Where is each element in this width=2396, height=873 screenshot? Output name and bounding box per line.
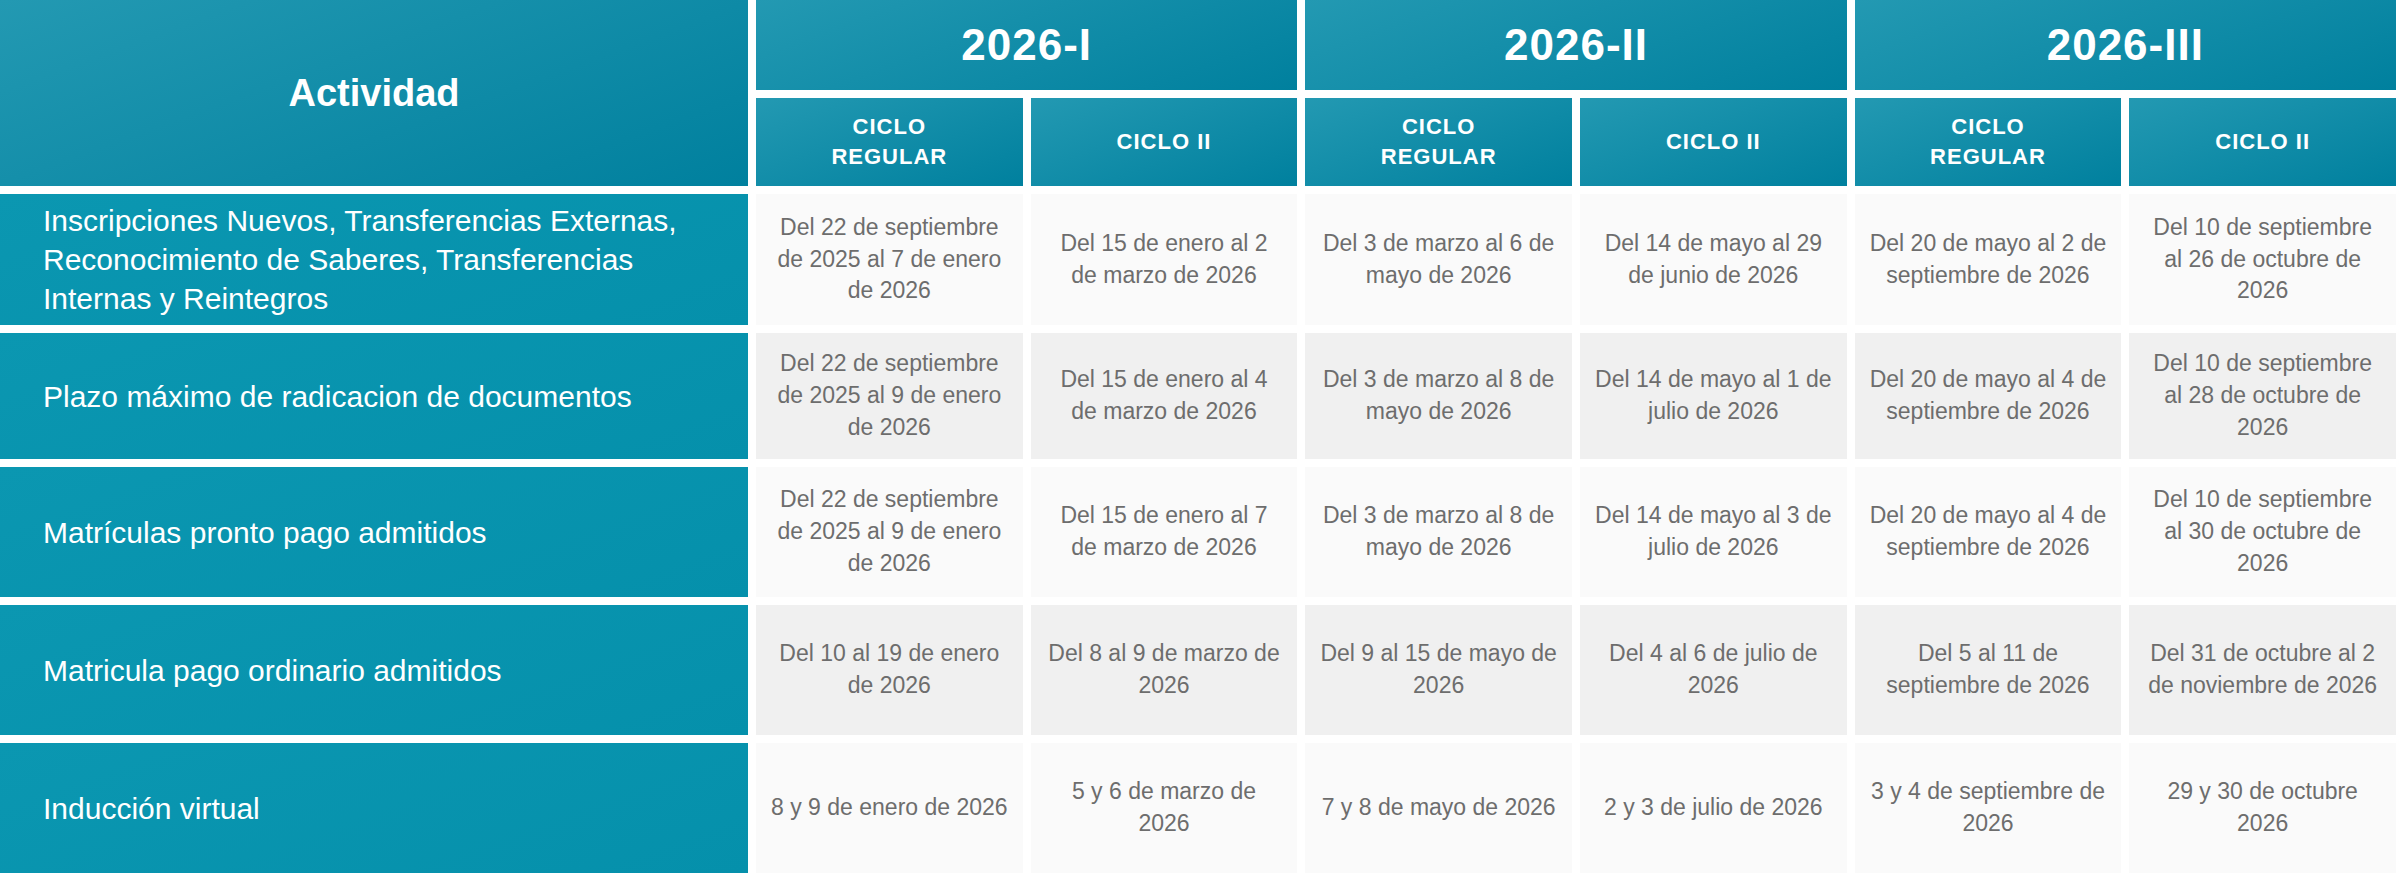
date-cell: Del 8 al 9 de marzo de 2026 — [1031, 605, 1298, 735]
term-header-2026-iii: 2026-III — [1855, 0, 2396, 90]
date-cell: Del 14 de mayo al 29 de junio de 2026 — [1580, 194, 1847, 325]
date-cell: Del 10 de septiembre al 26 de octubre de… — [2129, 194, 2396, 325]
date-cell: Del 22 de septiembre de 2025 al 9 de ene… — [756, 333, 1023, 459]
subheader-ciclo-regular-3: CICLO REGULAR — [1855, 98, 2122, 186]
date-cell: Del 15 de enero al 7 de marzo de 2026 — [1031, 467, 1298, 597]
date-cell: Del 15 de enero al 4 de marzo de 2026 — [1031, 333, 1298, 459]
date-cell: Del 10 de septiembre al 30 de octubre de… — [2129, 467, 2396, 597]
date-cell: Del 3 de marzo al 6 de mayo de 2026 — [1305, 194, 1572, 325]
date-cell: 2 y 3 de julio de 2026 — [1580, 743, 1847, 873]
academic-calendar-table: Actividad 2026-I 2026-II 2026-III CICLO … — [0, 0, 2396, 873]
date-cell: Del 3 de marzo al 8 de mayo de 2026 — [1305, 467, 1572, 597]
date-cell: Del 3 de marzo al 8 de mayo de 2026 — [1305, 333, 1572, 459]
date-cell: 5 y 6 de marzo de 2026 — [1031, 743, 1298, 873]
subheader-ciclo-ii-1: CICLO II — [1031, 98, 1298, 186]
activity-cell-plazo-radicacion: Plazo máximo de radicacion de documentos — [0, 333, 748, 459]
term-header-2026-ii: 2026-II — [1305, 0, 1846, 90]
date-cell: 8 y 9 de enero de 2026 — [756, 743, 1023, 873]
date-cell: Del 10 de septiembre al 28 de octubre de… — [2129, 333, 2396, 459]
term-header-2026-i: 2026-I — [756, 0, 1297, 90]
date-cell: Del 4 al 6 de julio de 2026 — [1580, 605, 1847, 735]
date-cell: Del 9 al 15 de mayo de 2026 — [1305, 605, 1572, 735]
date-cell: Del 20 de mayo al 2 de septiembre de 202… — [1855, 194, 2122, 325]
date-cell: Del 31 de octubre al 2 de noviembre de 2… — [2129, 605, 2396, 735]
date-cell: Del 20 de mayo al 4 de septiembre de 202… — [1855, 467, 2122, 597]
date-cell: Del 5 al 11 de septiembre de 2026 — [1855, 605, 2122, 735]
date-cell: Del 22 de septiembre de 2025 al 9 de ene… — [756, 467, 1023, 597]
date-cell: 29 y 30 de octubre 2026 — [2129, 743, 2396, 873]
activity-cell-matricula-pago-ordinario: Matricula pago ordinario admitidos — [0, 605, 748, 735]
date-cell: Del 20 de mayo al 4 de septiembre de 202… — [1855, 333, 2122, 459]
date-cell: Del 14 de mayo al 1 de julio de 2026 — [1580, 333, 1847, 459]
date-cell: Del 14 de mayo al 3 de julio de 2026 — [1580, 467, 1847, 597]
subheader-ciclo-ii-3: CICLO II — [2129, 98, 2396, 186]
subheader-ciclo-ii-2: CICLO II — [1580, 98, 1847, 186]
date-cell: Del 15 de enero al 2 de marzo de 2026 — [1031, 194, 1298, 325]
subheader-ciclo-regular-2: CICLO REGULAR — [1305, 98, 1572, 186]
activity-column-header: Actividad — [0, 0, 748, 186]
activity-cell-induccion-virtual: Inducción virtual — [0, 743, 748, 873]
activity-cell-matriculas-pronto-pago: Matrículas pronto pago admitidos — [0, 467, 748, 597]
date-cell: 7 y 8 de mayo de 2026 — [1305, 743, 1572, 873]
date-cell: Del 22 de septiembre de 2025 al 7 de ene… — [756, 194, 1023, 325]
date-cell: 3 y 4 de septiembre de 2026 — [1855, 743, 2122, 873]
activity-cell-inscripciones: Inscripciones Nuevos, Transferencias Ext… — [0, 194, 748, 325]
date-cell: Del 10 al 19 de enero de 2026 — [756, 605, 1023, 735]
subheader-ciclo-regular-1: CICLO REGULAR — [756, 98, 1023, 186]
